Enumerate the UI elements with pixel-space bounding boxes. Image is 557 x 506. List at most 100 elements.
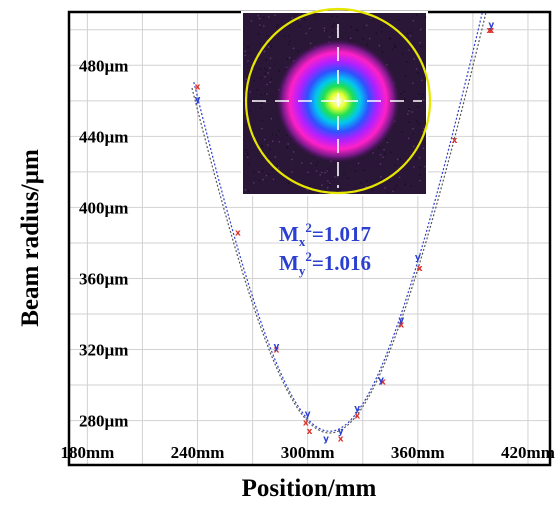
noise-speck: [307, 171, 309, 173]
noise-speck: [244, 101, 246, 103]
data-point-x: x: [488, 26, 494, 36]
noise-speck: [357, 162, 360, 165]
noise-speck: [422, 130, 424, 132]
noise-speck: [246, 152, 249, 154]
noise-speck: [390, 151, 392, 153]
noise-speck: [420, 45, 422, 48]
noise-speck: [310, 42, 312, 45]
x-axis-label: Position/mm: [242, 475, 377, 502]
data-point-x: x: [307, 427, 313, 437]
noise-speck: [389, 37, 392, 39]
noise-speck: [309, 27, 311, 30]
noise-speck: [417, 93, 420, 95]
noise-speck: [284, 177, 286, 179]
noise-speck: [301, 162, 303, 164]
noise-speck: [265, 59, 267, 61]
noise-speck: [420, 28, 422, 31]
noise-speck: [408, 157, 410, 159]
noise-speck: [268, 173, 270, 176]
noise-speck: [403, 91, 405, 93]
noise-speck: [247, 60, 249, 62]
noise-speck: [262, 178, 264, 181]
noise-speck: [269, 67, 271, 69]
noise-speck: [258, 17, 261, 20]
noise-speck: [305, 32, 307, 35]
noise-speck: [310, 162, 312, 164]
noise-speck: [338, 188, 341, 190]
y-tick-label: 360µm: [79, 269, 128, 288]
noise-speck: [380, 31, 383, 33]
noise-speck: [259, 26, 261, 28]
data-point-x: x: [417, 264, 423, 274]
noise-speck: [415, 14, 418, 16]
noise-speck: [256, 89, 258, 91]
noise-speck: [247, 156, 249, 158]
noise-speck: [325, 30, 327, 32]
noise-speck: [271, 133, 274, 136]
noise-speck: [422, 147, 425, 149]
noise-speck: [275, 134, 278, 137]
noise-speck: [386, 141, 389, 144]
noise-speck: [371, 189, 374, 191]
noise-speck: [356, 29, 359, 31]
noise-speck: [269, 81, 271, 83]
noise-speck: [278, 70, 280, 72]
noise-speck: [266, 35, 268, 37]
noise-speck: [407, 113, 409, 115]
noise-speck: [276, 26, 278, 28]
y-tick-label: 440µm: [79, 127, 128, 146]
noise-speck: [383, 149, 385, 151]
noise-speck: [369, 37, 371, 40]
data-point-x: x: [380, 378, 386, 388]
noise-speck: [266, 83, 268, 86]
noise-speck: [379, 163, 382, 165]
noise-speck: [278, 141, 280, 143]
noise-speck: [334, 176, 336, 178]
noise-speck: [388, 38, 391, 40]
noise-speck: [263, 25, 265, 27]
noise-speck: [264, 67, 266, 70]
noise-speck: [249, 91, 251, 93]
noise-speck: [268, 16, 270, 18]
noise-speck: [328, 183, 331, 186]
noise-speck: [336, 28, 338, 30]
noise-speck: [404, 75, 407, 78]
noise-speck: [397, 19, 400, 21]
noise-speck: [310, 29, 312, 31]
noise-speck: [412, 82, 414, 85]
y-axis-label: Beam radius/µm: [17, 149, 44, 327]
noise-speck: [372, 152, 374, 154]
noise-speck: [264, 72, 266, 75]
noise-speck: [277, 24, 279, 26]
noise-speck: [343, 173, 345, 175]
noise-speck: [247, 46, 249, 49]
data-point-x: x: [354, 411, 360, 421]
y-tick-label: 400µm: [79, 198, 128, 217]
noise-speck: [262, 16, 265, 19]
noise-speck: [253, 171, 255, 174]
noise-speck: [247, 154, 249, 157]
noise-speck: [265, 174, 268, 177]
noise-speck: [258, 179, 260, 182]
x-tick-label: 180mm: [60, 443, 114, 462]
noise-speck: [264, 76, 266, 78]
noise-speck: [287, 143, 289, 145]
m2-annotation: Mx2=1.017 My2=1.016: [279, 220, 371, 278]
noise-speck: [309, 185, 311, 187]
noise-speck: [350, 37, 352, 39]
noise-speck: [424, 165, 426, 168]
noise-speck: [317, 161, 319, 163]
noise-speck: [321, 171, 323, 174]
noise-speck: [299, 25, 302, 28]
noise-speck: [263, 138, 266, 141]
noise-speck: [415, 157, 417, 160]
noise-speck: [419, 167, 421, 169]
noise-speck: [396, 184, 398, 187]
noise-speck: [245, 149, 247, 151]
noise-speck: [395, 46, 397, 48]
noise-speck: [261, 119, 263, 121]
noise-speck: [269, 148, 271, 150]
data-point-x: x: [487, 26, 493, 36]
noise-speck: [271, 168, 274, 171]
noise-speck: [272, 140, 274, 142]
